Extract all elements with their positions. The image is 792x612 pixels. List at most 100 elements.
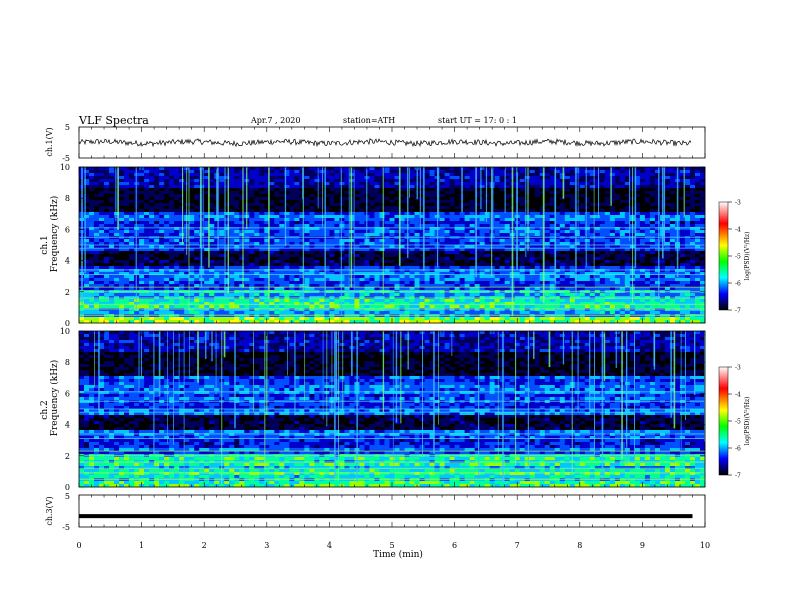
spec-cell bbox=[624, 182, 631, 186]
spec-cell bbox=[219, 242, 225, 246]
spec-cell bbox=[124, 242, 130, 246]
spec-cell bbox=[359, 281, 365, 285]
spec-cell bbox=[269, 236, 275, 240]
spec-cell bbox=[589, 272, 596, 276]
spec-cell bbox=[699, 230, 706, 234]
spec-cell bbox=[439, 236, 445, 240]
spec-cell bbox=[559, 239, 566, 243]
spec-cell bbox=[559, 248, 566, 252]
spec-cell bbox=[124, 227, 130, 231]
spec-cell bbox=[444, 263, 450, 267]
spec-cell bbox=[144, 272, 150, 276]
spec-cell bbox=[189, 221, 195, 225]
spec-cell bbox=[334, 179, 340, 183]
spec-cell bbox=[334, 173, 340, 177]
spec-cell bbox=[239, 245, 245, 249]
spec-cell bbox=[269, 212, 275, 216]
spec-cell bbox=[614, 233, 621, 237]
spec-cell bbox=[209, 260, 215, 264]
spec-cell bbox=[654, 191, 661, 195]
spec-cell bbox=[289, 218, 295, 222]
spec-cell bbox=[109, 236, 115, 240]
spec-cell bbox=[519, 206, 526, 210]
spec-cell bbox=[449, 242, 455, 246]
spec-cell bbox=[159, 203, 165, 207]
spec-cell bbox=[449, 275, 455, 279]
spec-cell bbox=[554, 230, 561, 234]
spec-cell bbox=[424, 251, 430, 255]
spec-cell bbox=[234, 263, 240, 267]
spec-cell bbox=[499, 251, 505, 255]
spec-cell bbox=[699, 179, 706, 183]
spec-cell bbox=[319, 179, 325, 183]
spec-cell bbox=[664, 206, 671, 210]
spec-cell bbox=[599, 185, 606, 189]
spec-cell bbox=[689, 173, 696, 177]
spec-cell bbox=[699, 278, 706, 282]
spec-cell bbox=[604, 209, 611, 213]
spec-cell bbox=[684, 257, 691, 261]
spec-cell bbox=[94, 239, 100, 243]
spec-cell bbox=[439, 218, 445, 222]
spec-cell bbox=[294, 179, 300, 183]
spec-cell bbox=[129, 233, 135, 237]
spec-cell bbox=[374, 176, 380, 180]
spec-cell bbox=[329, 167, 335, 171]
spec-cell bbox=[284, 209, 290, 213]
spec-cell bbox=[304, 224, 310, 228]
spec-cell bbox=[624, 218, 631, 222]
spec-cell bbox=[304, 242, 310, 246]
spec-cell bbox=[549, 221, 556, 225]
spec-cell bbox=[234, 242, 240, 246]
spec-cell bbox=[164, 260, 170, 264]
spec-cell bbox=[669, 194, 676, 198]
spec-cell bbox=[354, 269, 360, 273]
spec-cell bbox=[389, 221, 395, 225]
spec-cell bbox=[534, 212, 541, 216]
spec-cell bbox=[154, 179, 160, 183]
spec-cell bbox=[609, 176, 616, 180]
spec-cell bbox=[409, 275, 415, 279]
spec-cell bbox=[314, 194, 320, 198]
spec-cell bbox=[634, 248, 641, 252]
spec-cell bbox=[654, 197, 661, 201]
spec-cell bbox=[219, 188, 225, 192]
spec-cell bbox=[474, 167, 480, 171]
spec-cell bbox=[494, 269, 500, 273]
spec-cell bbox=[399, 248, 405, 252]
spec-cell bbox=[549, 206, 556, 210]
spec-cell bbox=[239, 248, 245, 252]
spec-cell bbox=[274, 236, 280, 240]
spec-cell bbox=[129, 266, 135, 270]
spec-cell bbox=[574, 257, 581, 261]
spec-cell bbox=[314, 173, 320, 177]
spec-cell bbox=[454, 218, 460, 222]
spec-cell bbox=[389, 215, 395, 219]
spec-cell bbox=[279, 278, 285, 282]
spec-cell bbox=[214, 233, 220, 237]
spec-cell bbox=[494, 278, 500, 282]
spec-cell bbox=[229, 242, 235, 246]
spec-cell bbox=[294, 233, 300, 237]
spec-cell bbox=[584, 266, 591, 270]
spec-cell bbox=[194, 215, 200, 219]
spec-cell bbox=[494, 203, 500, 207]
spec-cell bbox=[364, 248, 370, 252]
spec-cell bbox=[614, 257, 621, 261]
spec-cell bbox=[594, 212, 601, 216]
spec-cell bbox=[409, 227, 415, 231]
spec-cell bbox=[504, 179, 510, 183]
spec-cell bbox=[294, 275, 300, 279]
spec-cell bbox=[169, 251, 175, 255]
spec-cell bbox=[499, 209, 505, 213]
spec-cell bbox=[409, 239, 415, 243]
spec-cell bbox=[294, 176, 300, 180]
spec-cell bbox=[664, 245, 671, 249]
spec-cell bbox=[519, 278, 526, 282]
spec-cell bbox=[339, 221, 345, 225]
spec-cell bbox=[504, 278, 510, 282]
spec-cell bbox=[309, 251, 315, 255]
spec-cell bbox=[384, 197, 390, 201]
spec-cell bbox=[394, 209, 400, 213]
spec-cell bbox=[454, 215, 460, 219]
